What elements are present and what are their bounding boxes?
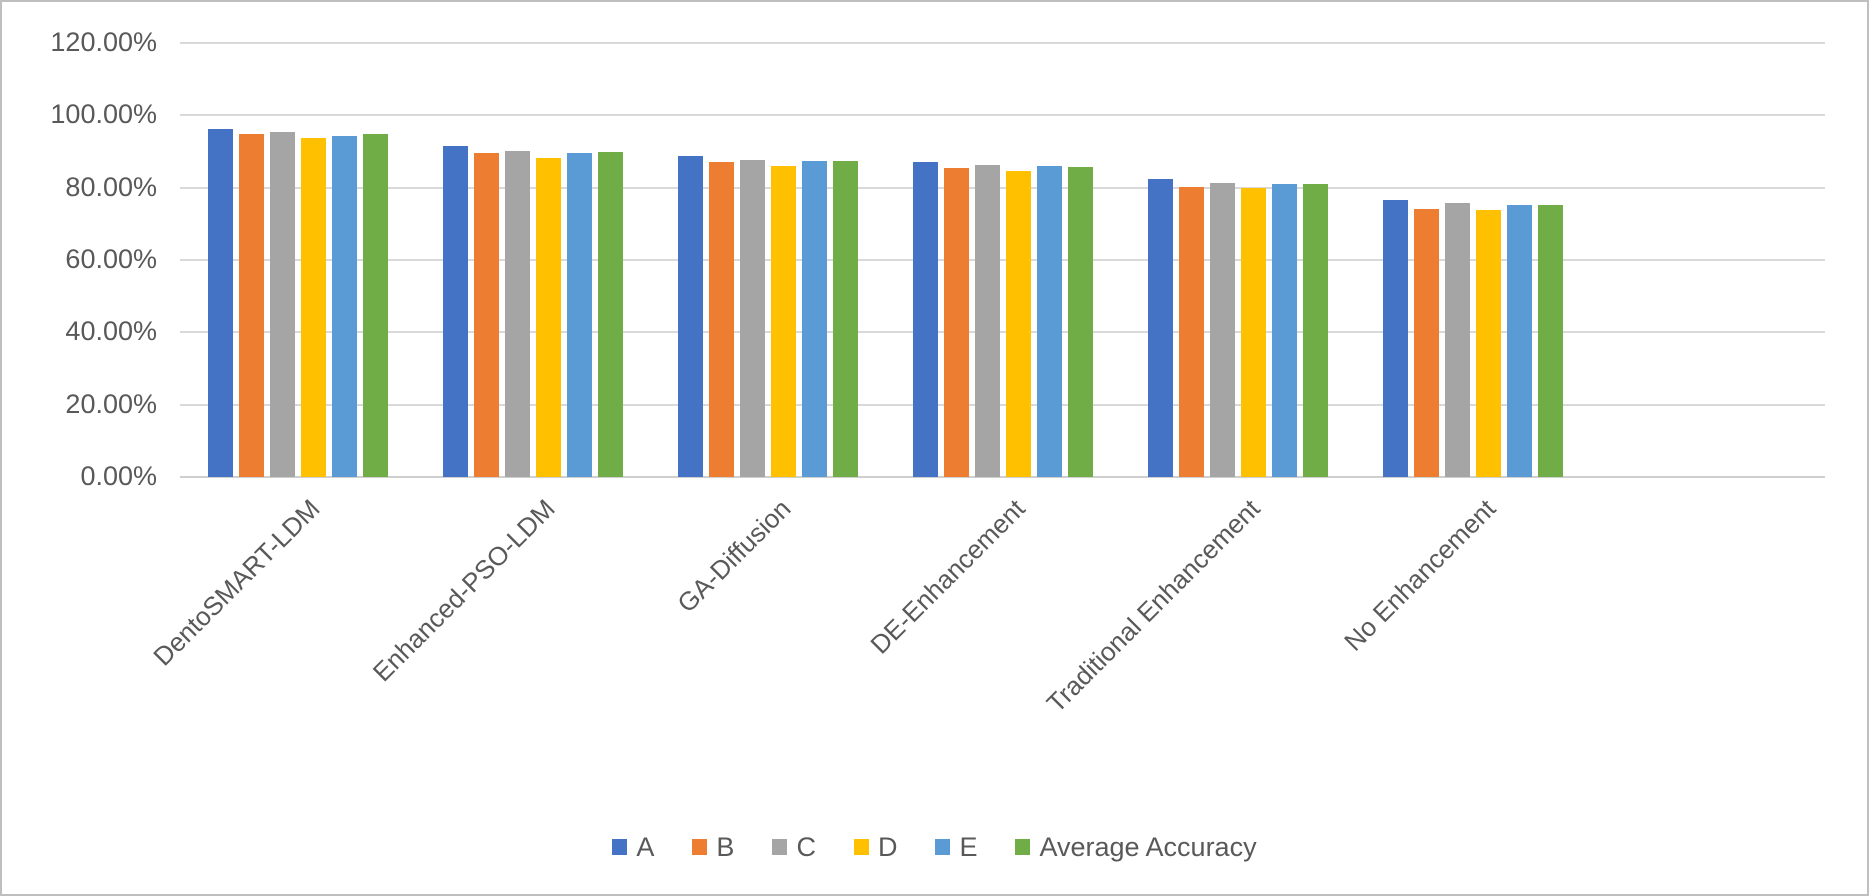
bar-b-de-enhancement: [943, 168, 969, 477]
legend-label-average-accuracy: Average Accuracy: [1039, 832, 1257, 862]
bar-average-accuracy-de-enhancement: [1067, 166, 1093, 477]
bar-b-traditional-enhancement: [1178, 187, 1204, 477]
bar-c-de-enhancement: [974, 165, 1000, 477]
y-axis-label-40: 40.00%: [65, 316, 157, 347]
bar-b-ga-diffusion: [708, 161, 734, 477]
legend-item-a: A: [612, 832, 654, 862]
y-axis-label-20: 20.00%: [65, 388, 157, 419]
bar-e-de-enhancement: [1036, 166, 1062, 477]
legend-label-a: A: [636, 832, 655, 862]
x-axis-label-traditional-enhancement: Traditional Enhancement: [1041, 493, 1267, 719]
x-axis-label-dentosmart-ldm: DentoSMART-LDM: [147, 493, 327, 672]
bar-d-ga-diffusion: [770, 166, 796, 477]
bar-e-dentosmart-ldm: [331, 135, 357, 477]
legend-swatch-d: [853, 839, 869, 855]
bar-e-enhanced-pso-ldm: [566, 152, 592, 477]
bar-e-traditional-enhancement: [1271, 183, 1297, 477]
bar-e-ga-diffusion: [801, 161, 827, 477]
bar-average-accuracy-dentosmart-ldm: [362, 133, 388, 477]
bar-d-enhanced-pso-ldm: [535, 158, 561, 477]
bar-d-traditional-enhancement: [1240, 188, 1266, 477]
legend-label-d: D: [877, 832, 898, 862]
legend-swatch-average-accuracy: [1015, 839, 1031, 855]
bar-a-traditional-enhancement: [1147, 179, 1173, 477]
legend-label-b: B: [716, 832, 735, 862]
bar-c-traditional-enhancement: [1209, 182, 1235, 477]
bar-a-no-enhancement: [1382, 199, 1408, 477]
bar-c-dentosmart-ldm: [269, 132, 295, 477]
gridline-100pct: [180, 114, 1825, 117]
legend-swatch-c: [772, 839, 788, 855]
bar-average-accuracy-no-enhancement: [1537, 205, 1563, 477]
gridline-120pct: [180, 42, 1825, 44]
gridline-0pct: [180, 476, 1825, 478]
y-axis-label-100: 100.00%: [50, 99, 157, 130]
legend-swatch-a: [612, 839, 628, 855]
bar-a-enhanced-pso-ldm: [442, 146, 468, 477]
y-axis-label-80: 80.00%: [65, 171, 157, 202]
legend-label-c: C: [796, 832, 816, 862]
y-axis-label-0: 0.00%: [80, 461, 157, 491]
bar-c-ga-diffusion: [739, 159, 765, 477]
legend-item-b: B: [692, 832, 734, 862]
bar-average-accuracy-enhanced-pso-ldm: [597, 152, 623, 477]
x-axis-label-de-enhancement: DE-Enhancement: [864, 493, 1032, 660]
gridline-40pct: [180, 331, 1825, 334]
y-axis-label-60: 60.00%: [65, 244, 157, 274]
legend-label-e: E: [959, 832, 978, 862]
y-axis-label-120: 120.00%: [50, 27, 157, 57]
bar-average-accuracy-traditional-enhancement: [1302, 184, 1328, 477]
x-axis-label-no-enhancement: No Enhancement: [1337, 493, 1502, 657]
legend-item-d: D: [853, 832, 898, 862]
bar-d-de-enhancement: [1005, 171, 1031, 477]
bar-a-ga-diffusion: [677, 155, 703, 477]
gridline-80pct: [180, 186, 1825, 189]
bar-d-dentosmart-ldm: [300, 138, 326, 477]
bar-a-de-enhancement: [912, 161, 938, 477]
legend-swatch-e: [935, 839, 951, 855]
bar-average-accuracy-ga-diffusion: [832, 160, 858, 477]
gridline-20pct: [180, 403, 1825, 406]
bar-e-no-enhancement: [1506, 205, 1532, 477]
bar-b-dentosmart-ldm: [238, 133, 264, 477]
gridline-60pct: [180, 259, 1825, 261]
bar-b-no-enhancement: [1413, 208, 1439, 477]
bar-a-dentosmart-ldm: [207, 129, 233, 477]
bar-c-enhanced-pso-ldm: [504, 150, 530, 477]
x-axis-label-enhanced-pso-ldm: Enhanced-PSO-LDM: [367, 493, 562, 688]
bar-d-no-enhancement: [1475, 210, 1501, 477]
bar-c-no-enhancement: [1444, 203, 1470, 477]
legend-item-e: E: [935, 832, 977, 862]
legend-item-average-accuracy: Average Accuracy: [1015, 832, 1257, 862]
x-axis-label-ga-diffusion: GA-Diffusion: [670, 493, 797, 619]
legend-item-c: C: [772, 832, 816, 862]
legend-swatch-b: [692, 839, 708, 855]
legend: A B C D E Average Accuracy: [2, 832, 1867, 862]
bar-b-enhanced-pso-ldm: [473, 152, 499, 477]
